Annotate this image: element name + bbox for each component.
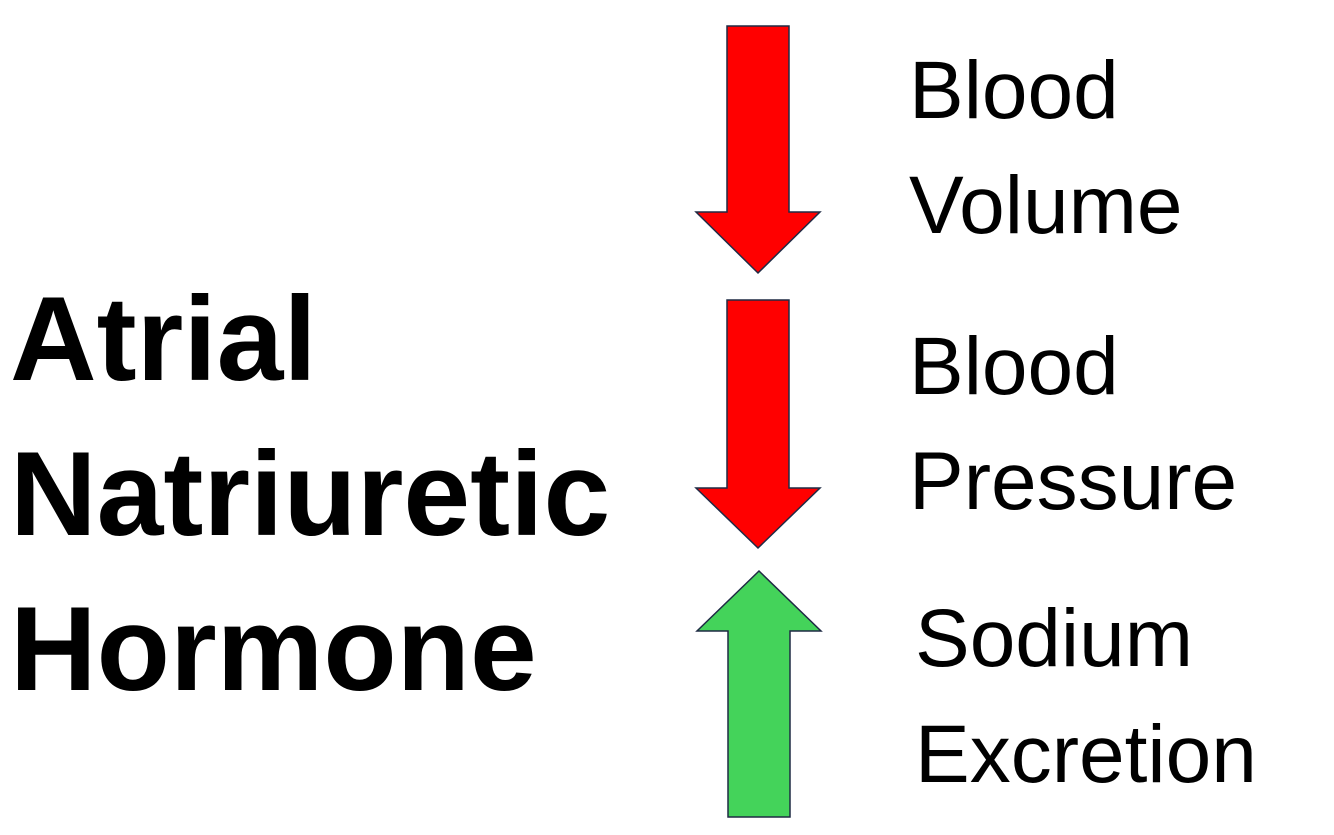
effect-label-line: Sodium — [915, 593, 1194, 684]
effect-label-line: Blood — [909, 321, 1119, 412]
effect-label-line: Excretion — [915, 709, 1257, 800]
down-arrow-icon — [694, 299, 822, 550]
hormone-title-line-2: Natriuretic — [10, 427, 611, 561]
effect-label-line: Pressure — [909, 436, 1238, 527]
hormone-title-line-1: Atrial — [10, 272, 317, 406]
effect-label-line: Blood — [909, 45, 1119, 136]
down-arrow-icon — [694, 25, 822, 275]
up-arrow-icon — [695, 569, 823, 818]
effect-label-line: Volume — [909, 160, 1183, 251]
hormone-title-line-3: Hormone — [10, 582, 537, 716]
